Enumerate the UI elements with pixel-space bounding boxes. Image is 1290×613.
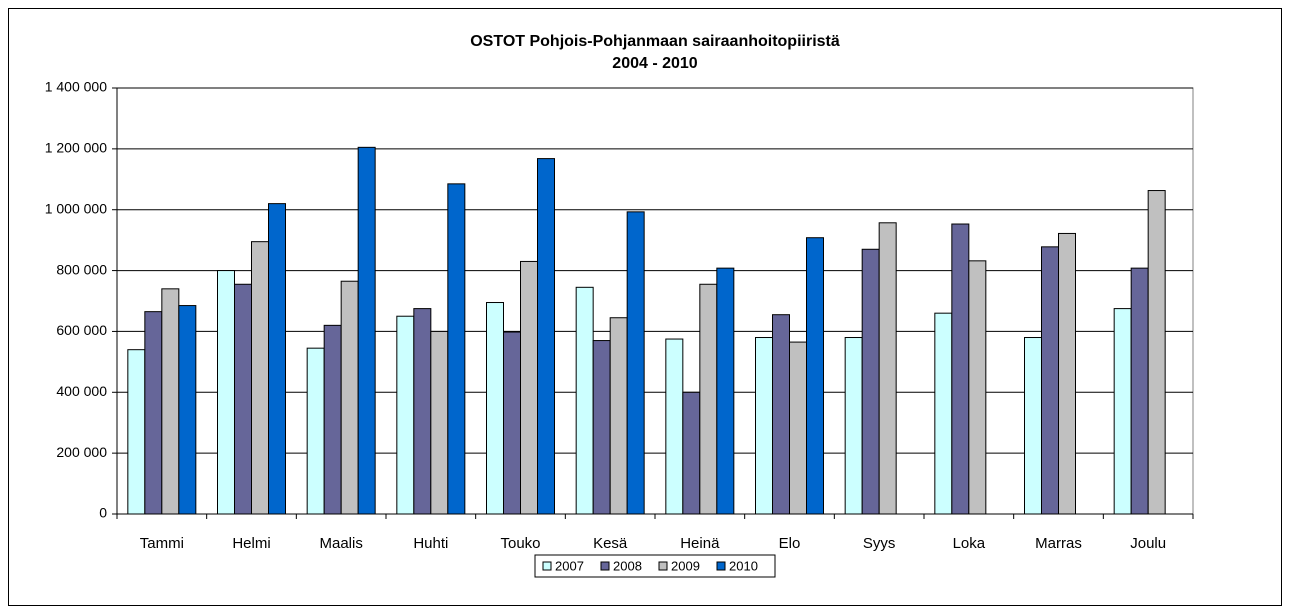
bar <box>1058 232 1076 515</box>
bar <box>430 330 449 515</box>
bar <box>934 312 953 515</box>
bar <box>268 203 286 515</box>
bar <box>486 302 504 515</box>
x-tick-label: Marras <box>1035 535 1082 552</box>
y-tick-label: 1 400 000 <box>45 79 107 95</box>
bar <box>592 340 611 515</box>
bar <box>1113 308 1132 515</box>
y-tick-label: 400 000 <box>56 383 107 399</box>
bar <box>575 286 594 515</box>
bar <box>520 260 538 515</box>
bar <box>357 146 376 515</box>
bar <box>251 241 269 515</box>
bar <box>537 158 555 515</box>
bar <box>447 183 466 515</box>
legend-swatch <box>658 561 668 571</box>
bar <box>844 337 863 515</box>
x-tick-label: Loka <box>953 535 986 552</box>
bar <box>413 308 432 515</box>
bar <box>806 237 824 515</box>
bar <box>626 211 645 515</box>
bar <box>396 315 415 515</box>
bar <box>1041 246 1059 515</box>
y-tick-label: 200 000 <box>56 444 107 460</box>
legend-box <box>534 554 776 578</box>
bar <box>699 283 718 515</box>
bar <box>503 331 521 515</box>
y-tick-label: 1 000 000 <box>45 200 107 216</box>
bar <box>234 283 252 515</box>
legend-label: 2010 <box>729 558 758 573</box>
bar <box>1024 337 1042 515</box>
x-tick-label: Syys <box>863 535 896 552</box>
bar <box>217 270 235 515</box>
bar <box>144 311 163 515</box>
bar <box>789 341 807 515</box>
bar <box>161 288 180 515</box>
x-tick-label: Maalis <box>319 535 362 552</box>
chart-subtitle: 2004 - 2010 <box>612 55 698 72</box>
legend-swatch <box>600 561 610 571</box>
x-tick-label: Joulu <box>1130 535 1166 552</box>
bar <box>1130 267 1149 515</box>
legend-swatch <box>716 561 726 571</box>
x-tick-label: Huhti <box>413 535 448 552</box>
x-tick-label: Touko <box>500 535 540 552</box>
bar <box>755 337 773 515</box>
x-tick-label: Kesä <box>593 535 628 552</box>
bar <box>716 267 735 515</box>
x-tick-label: Heinä <box>680 535 720 552</box>
bar <box>772 314 790 515</box>
bar <box>127 349 146 515</box>
x-tick-label: Tammi <box>140 535 184 552</box>
y-tick-label: 1 200 000 <box>45 140 107 156</box>
legend-swatch <box>542 561 552 571</box>
plot-area <box>116 87 1194 515</box>
bar <box>878 222 897 515</box>
legend-label: 2009 <box>671 558 700 573</box>
bar <box>178 305 197 515</box>
x-tick-label: Elo <box>779 535 801 552</box>
legend-label: 2008 <box>613 558 642 573</box>
y-tick-label: 0 <box>99 505 107 521</box>
bar <box>682 391 701 515</box>
bar <box>323 324 342 515</box>
bar <box>306 347 325 515</box>
bar <box>861 248 880 515</box>
chart-title: OSTOT Pohjois-Pohjanmaan sairaanhoitopii… <box>470 33 840 50</box>
y-tick-label: 600 000 <box>56 322 107 338</box>
bar <box>340 280 359 515</box>
bar <box>968 260 987 515</box>
bar <box>951 223 970 515</box>
bar <box>609 317 628 515</box>
y-tick-label: 800 000 <box>56 261 107 277</box>
bar <box>665 338 684 515</box>
x-tick-label: Helmi <box>232 535 270 552</box>
bar <box>1147 190 1166 515</box>
legend-label: 2007 <box>555 558 584 573</box>
